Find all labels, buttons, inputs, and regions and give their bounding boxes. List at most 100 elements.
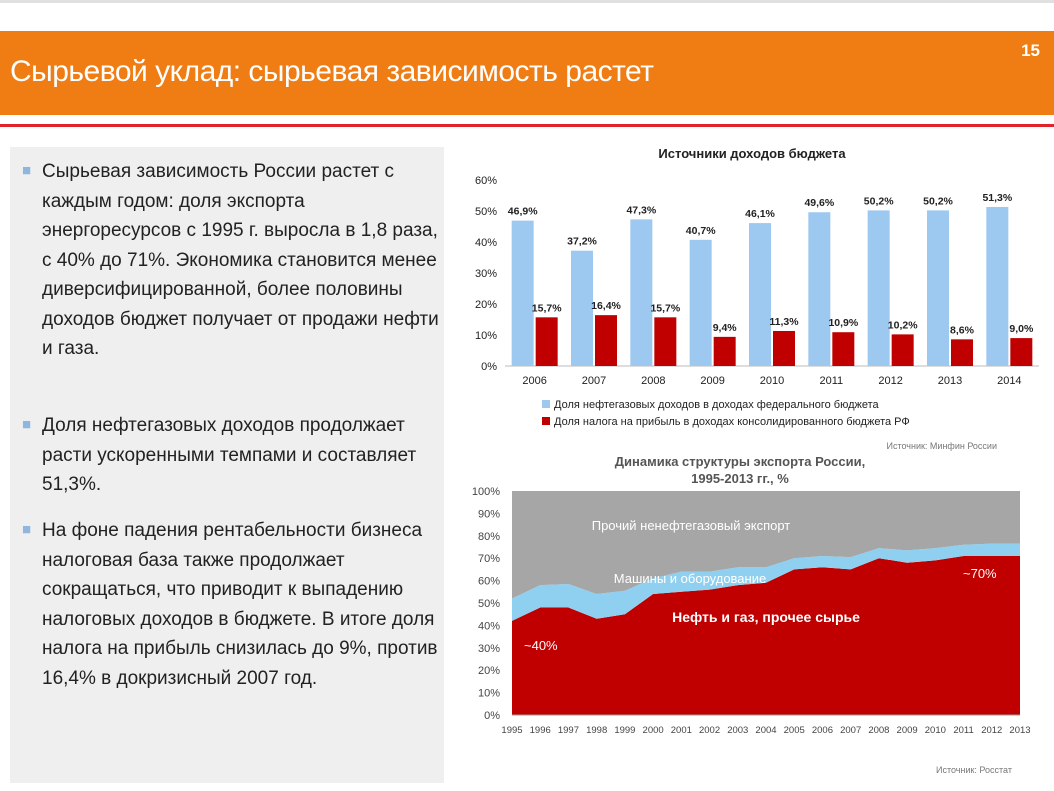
x-tick-label: 1997: [558, 725, 579, 736]
bar-oilgas-share: [867, 210, 890, 366]
x-tick-label: 2006: [812, 725, 833, 736]
bar-oilgas-share: [630, 219, 653, 366]
data-label-profit-tax: 15,7%: [532, 302, 562, 314]
data-label-profit-tax: 9,4%: [713, 322, 738, 334]
y-tick-label: 20%: [475, 299, 497, 311]
data-label-oilgas: 51,3%: [982, 192, 1012, 204]
area-label-oil-gas: Нефть и газ, прочее сырье: [672, 609, 860, 625]
x-tick-label: 2007: [840, 725, 861, 736]
data-label-oilgas: 46,1%: [745, 208, 775, 220]
x-tick-label: 2012: [878, 375, 902, 387]
x-tick-label: 2006: [522, 375, 546, 387]
bar-profit-tax-share: [951, 339, 973, 366]
data-label-oilgas: 46,9%: [508, 206, 538, 218]
header-bar: Сырьевой уклад: сырьевая зависимость рас…: [0, 31, 1054, 115]
bar-oilgas-share: [927, 210, 949, 366]
y-tick-label: 50%: [478, 598, 500, 610]
bullet-item: ■ Сырьевая зависимость России растет с к…: [22, 157, 442, 364]
x-tick-label: 2014: [997, 375, 1021, 387]
bar-oilgas-share: [749, 223, 771, 366]
x-tick-label: 2012: [981, 725, 1002, 736]
y-tick-label: 0%: [481, 361, 497, 373]
bar-profit-tax-share: [773, 330, 795, 366]
area-label-other: Прочий ненефтегазовый экспорт: [592, 518, 791, 533]
export-structure-chart: Динамика структуры экспорта России, 1995…: [472, 454, 1031, 775]
x-tick-label: 2009: [897, 725, 918, 736]
bar-profit-tax-share: [1010, 338, 1033, 366]
x-tick-label: 2013: [1009, 725, 1030, 736]
x-tick-label: 1996: [530, 725, 551, 736]
y-tick-label: 20%: [478, 665, 500, 677]
bar-oilgas-share: [511, 220, 534, 366]
y-tick-label: 40%: [475, 237, 497, 249]
bullet-square-icon: ■: [22, 521, 32, 538]
x-tick-label: 2013: [938, 375, 962, 387]
y-tick-label: 60%: [478, 576, 500, 588]
x-tick-label: 2009: [700, 375, 724, 387]
data-label-profit-tax: 15,7%: [650, 302, 680, 314]
y-tick-label: 30%: [475, 268, 497, 280]
data-label-profit-tax: 10,2%: [888, 319, 918, 331]
page-title: Сырьевой уклад: сырьевая зависимость рас…: [10, 55, 654, 88]
bullet-text: Доля нефтегазовых доходов продолжает рас…: [42, 415, 417, 495]
bar-profit-tax-share: [832, 332, 855, 366]
data-label-oilgas: 50,2%: [923, 195, 953, 207]
y-tick-label: 10%: [475, 330, 497, 342]
annotation-70: ~70%: [963, 566, 997, 581]
x-tick-label: 2008: [641, 375, 665, 387]
data-label-profit-tax: 9,0%: [1009, 323, 1034, 335]
header-rule: [0, 124, 1054, 127]
bar-oilgas-share: [986, 206, 1009, 366]
y-tick-label: 0%: [484, 710, 500, 722]
bar-oilgas-share: [808, 212, 831, 366]
chart-title-line-2: 1995-2013 гг., %: [691, 471, 789, 486]
data-label-oilgas: 50,2%: [864, 195, 894, 207]
chart-source: Источник: Росстат: [936, 765, 1012, 775]
legend-swatch: [542, 417, 550, 425]
bar-profit-tax-share: [595, 315, 617, 366]
bar-profit-tax-share: [654, 317, 677, 366]
chart-title-line-1: Динамика структуры экспорта России,: [615, 454, 866, 469]
y-tick-label: 50%: [475, 206, 497, 218]
y-tick-label: 60%: [475, 175, 497, 187]
bullet-square-icon: ■: [22, 416, 32, 433]
x-tick-label: 1998: [586, 725, 607, 736]
bullet-text: На фоне падения рентабельности бизнеса н…: [42, 520, 438, 689]
data-label-oilgas: 40,7%: [686, 225, 716, 237]
x-tick-label: 2010: [760, 375, 784, 387]
area-other-export: [512, 491, 1020, 599]
legend-label: Доля нефтегазовых доходов в доходах феде…: [554, 399, 880, 411]
x-tick-label: 2008: [868, 725, 889, 736]
x-tick-label: 1999: [614, 725, 635, 736]
data-label-oilgas: 47,3%: [626, 204, 656, 216]
bar-profit-tax-share: [535, 317, 558, 366]
bullet-text: Сырьевая зависимость России растет с каж…: [42, 161, 439, 359]
x-tick-label: 2000: [643, 725, 664, 736]
top-divider: [0, 0, 1054, 3]
bullet-square-icon: ■: [22, 162, 32, 179]
chart-source: Источник: Минфин России: [887, 441, 998, 451]
x-tick-label: 2011: [820, 375, 844, 387]
bar-profit-tax-share: [713, 336, 736, 366]
x-tick-label: 2005: [784, 725, 805, 736]
bar-oilgas-share: [571, 250, 593, 366]
data-label-profit-tax: 16,4%: [591, 300, 621, 312]
x-tick-label: 2010: [925, 725, 946, 736]
area-label-machinery: Машины и оборудование: [614, 571, 766, 586]
data-label-profit-tax: 11,3%: [769, 316, 799, 328]
data-label-oilgas: 37,2%: [567, 236, 597, 248]
annotation-40: ~40%: [524, 638, 558, 653]
x-tick-label: 2002: [699, 725, 720, 736]
bar-profit-tax-share: [891, 334, 914, 366]
legend-label: Доля налога на прибыль в доходах консоли…: [554, 416, 910, 428]
x-tick-label: 2011: [953, 725, 973, 736]
budget-sources-chart: Источники доходов бюджета 0% 10% 20% 30% 40%…: [475, 146, 1039, 451]
y-tick-label: 70%: [478, 553, 500, 565]
legend-swatch: [542, 400, 550, 408]
y-tick-label: 100%: [472, 486, 500, 498]
x-tick-label: 2001: [671, 725, 692, 736]
y-tick-label: 30%: [478, 643, 500, 655]
area-machinery: [512, 543, 1020, 621]
data-label-oilgas: 49,6%: [804, 197, 834, 209]
area-oil-gas: [512, 556, 1020, 715]
